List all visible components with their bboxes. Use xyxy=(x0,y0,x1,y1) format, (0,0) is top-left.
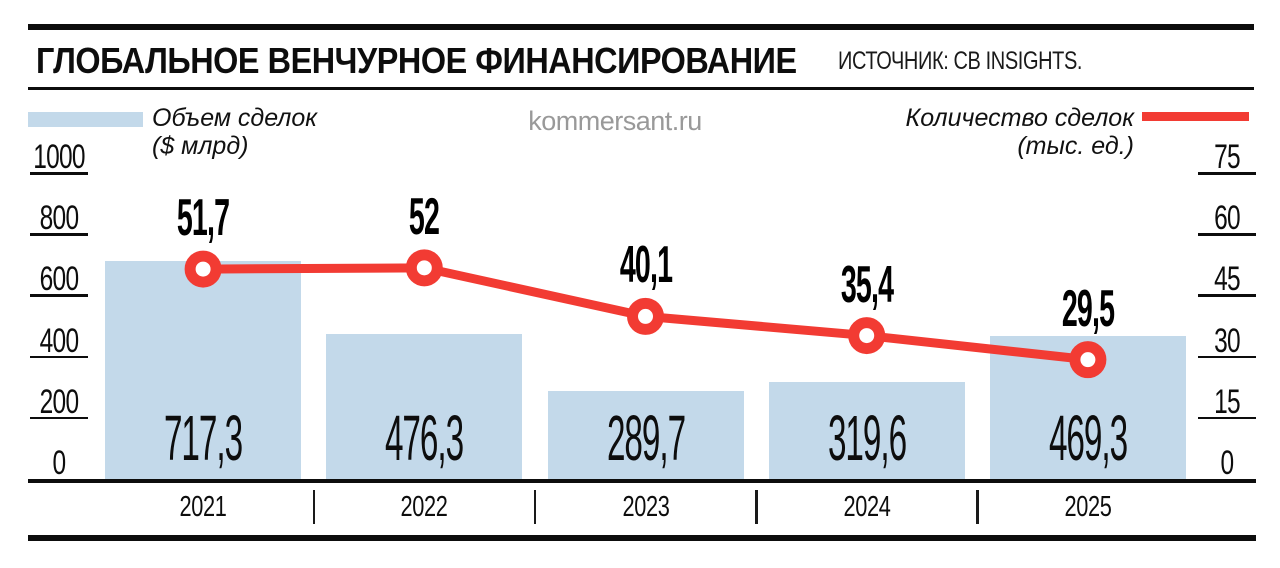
bar-value-label: 289,7 xyxy=(606,402,685,474)
x-axis-separator xyxy=(533,490,537,524)
bottom-border-rule xyxy=(28,535,1256,541)
top-border-rule xyxy=(28,24,1254,30)
right-axis-tick-label: 0 xyxy=(1220,444,1235,482)
title-divider-rule xyxy=(28,87,1254,90)
line-legend-label-line1: Количество сделок xyxy=(905,104,1134,132)
line-point-marker xyxy=(1069,341,1107,379)
line-legend-label: Количество сделок (тыс. ед.) xyxy=(854,104,1134,160)
x-axis-category-label: 2021 xyxy=(179,491,227,523)
right-axis-tick-line xyxy=(1198,172,1256,175)
left-axis-tick-label: 1000 xyxy=(33,138,85,176)
bar-value-label: 469,3 xyxy=(1048,402,1128,474)
right-axis-tick-line xyxy=(1198,355,1256,359)
x-axis-separator xyxy=(312,490,316,524)
line-point-marker xyxy=(627,297,664,335)
left-axis-tick-line xyxy=(30,294,88,297)
left-axis-tick-label: 400 xyxy=(39,321,79,360)
right-axis-tick-label: 30 xyxy=(1214,321,1241,360)
bar-legend-label-line2: ($ млрд) xyxy=(152,132,249,160)
bar-value-label: 319,6 xyxy=(827,402,907,474)
x-axis-category-label: 2023 xyxy=(622,491,669,523)
x-axis-category-label: 2025 xyxy=(1064,491,1112,523)
right-axis-tick-label: 75 xyxy=(1214,138,1241,176)
point-value-label: 35,4 xyxy=(840,255,894,314)
point-value-label: 52 xyxy=(409,187,440,246)
right-axis-tick-line xyxy=(1198,294,1256,297)
volume-bar xyxy=(547,391,744,480)
right-axis-tick-label: 15 xyxy=(1214,382,1241,421)
bar-value-label: 476,3 xyxy=(385,402,464,474)
left-axis-tick-line xyxy=(30,416,88,420)
volume-bar xyxy=(768,382,965,480)
x-axis-category-label: 2024 xyxy=(843,491,891,523)
right-axis-tick-line xyxy=(1198,416,1256,420)
line-legend-swatch xyxy=(1142,112,1249,121)
x-axis-category-label: 2022 xyxy=(400,491,448,523)
right-axis-tick-label: 60 xyxy=(1214,199,1241,238)
x-axis-separator xyxy=(976,490,979,524)
left-axis-tick-line xyxy=(30,355,88,359)
point-value-label: 51,7 xyxy=(176,189,230,248)
left-axis-tick-line xyxy=(30,233,88,236)
x-axis-baseline xyxy=(28,479,1256,483)
point-value-label: 29,5 xyxy=(1061,279,1115,338)
right-axis-tick-line xyxy=(1198,233,1256,236)
bar-legend-label-line1: Объем сделок xyxy=(152,104,318,132)
x-axis-separator xyxy=(755,490,758,524)
left-axis-tick-label: 0 xyxy=(52,444,67,482)
page-title: ГЛОБАЛЬНОЕ ВЕНЧУРНОЕ ФИНАНСИРОВАНИЕ xyxy=(36,40,797,81)
watermark-text: kommersant.ru xyxy=(528,106,702,136)
bar-legend-label: Объем сделок ($ млрд) xyxy=(152,104,317,160)
left-axis-tick-label: 600 xyxy=(39,260,79,299)
left-axis-tick-label: 800 xyxy=(39,199,79,238)
left-axis-tick-line xyxy=(30,172,88,175)
point-value-label: 40,1 xyxy=(619,236,672,295)
volume-bar xyxy=(326,334,523,480)
line-point-marker xyxy=(848,317,886,355)
right-axis-tick-label: 45 xyxy=(1214,260,1241,299)
left-axis-tick-label: 200 xyxy=(39,382,79,421)
volume-bar xyxy=(105,260,302,480)
source-credit: ИСТОЧНИК: CB INSIGHTS. xyxy=(838,47,1083,75)
bar-value-label: 717,3 xyxy=(164,402,243,474)
line-legend-label-line2: (тыс. ед.) xyxy=(1017,132,1134,160)
line-point-marker xyxy=(184,250,222,288)
bar-legend-swatch xyxy=(28,112,143,127)
line-point-marker xyxy=(405,249,443,287)
